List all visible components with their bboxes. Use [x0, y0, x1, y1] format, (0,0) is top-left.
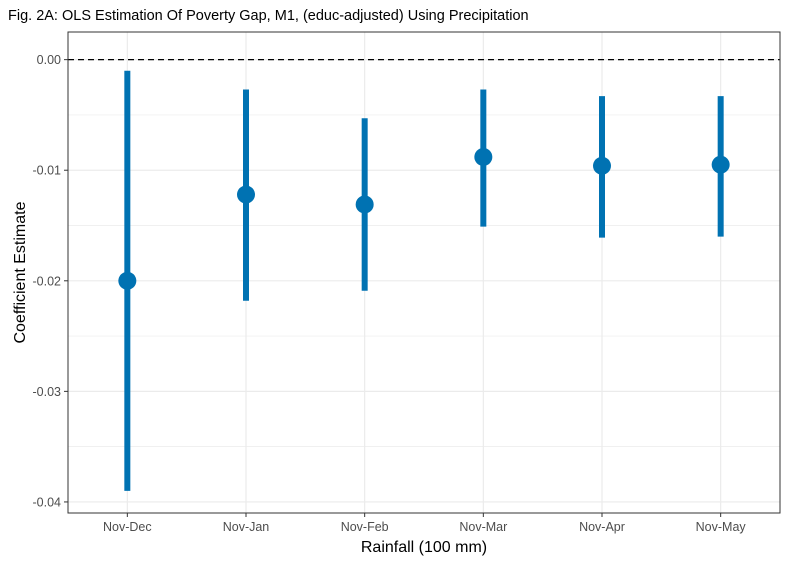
point-estimate-nov-mar	[474, 147, 493, 166]
y-tick-label: -0.01	[33, 164, 62, 178]
y-axis: 0.00 -0.01 -0.02 -0.03 -0.04	[33, 53, 68, 509]
x-axis-title: Rainfall (100 mm)	[361, 539, 487, 556]
point-estimate-nov-may	[711, 155, 730, 174]
x-axis: Nov-Dec Nov-Jan Nov-Feb Nov-Mar Nov-Apr Nov-M…	[103, 513, 746, 534]
point-estimate-nov-dec	[118, 271, 137, 290]
x-tick-label: Nov-May	[696, 520, 747, 534]
x-tick-label: Nov-Apr	[579, 520, 625, 534]
chart-title: Fig. 2A: OLS Estimation Of Poverty Gap, …	[8, 8, 529, 24]
y-tick-label: -0.04	[33, 495, 62, 509]
panel-border	[67, 31, 781, 514]
point-estimate-nov-feb	[355, 195, 374, 214]
point-estimate-nov-jan	[237, 185, 255, 204]
y-tick-label: -0.02	[33, 274, 62, 288]
point-estimates	[118, 147, 730, 290]
x-tick-label: Nov-Jan	[223, 520, 270, 534]
y-tick-label: -0.03	[33, 385, 62, 399]
y-tick-label: 0.00	[37, 53, 61, 67]
x-tick-label: Nov-Dec	[103, 520, 152, 534]
x-tick-label: Nov-Feb	[341, 520, 389, 534]
x-tick-label: Nov-Mar	[459, 520, 507, 534]
y-axis-title: Coefficient Estimate	[12, 201, 29, 343]
point-estimate-nov-apr	[593, 156, 611, 175]
grid	[68, 32, 780, 513]
